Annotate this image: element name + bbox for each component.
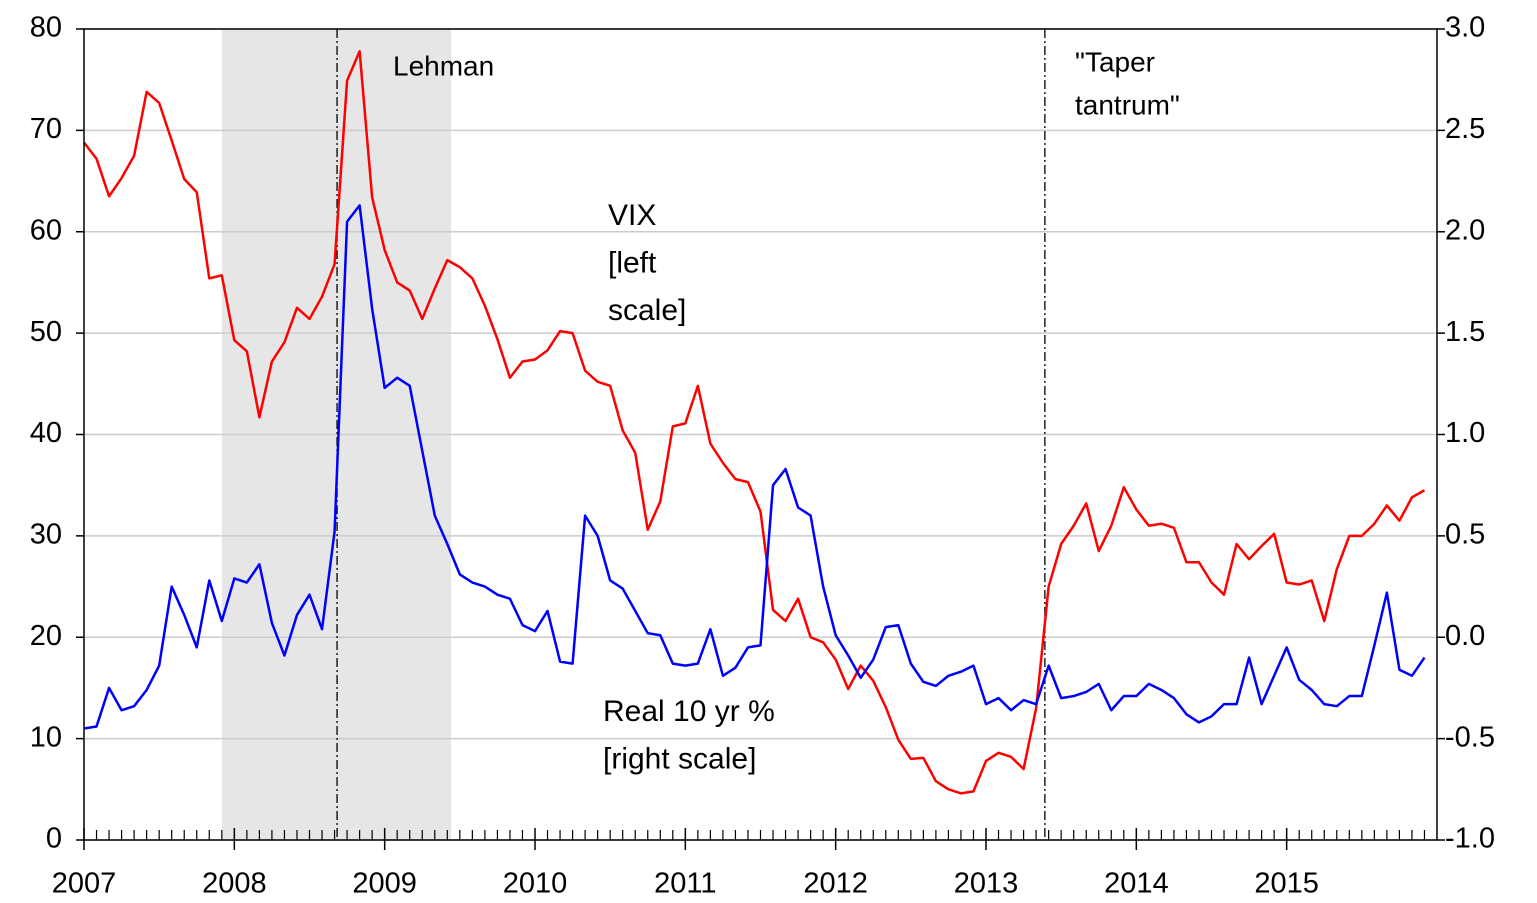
x-tick-label: 2010 (503, 868, 568, 900)
x-tick-label: 2012 (803, 868, 868, 900)
plot-frame (83, 28, 1438, 841)
y-tick-label: 20 (30, 620, 62, 652)
x-tick-label: 2008 (202, 868, 267, 900)
y2-tick-label: 1.0 (1445, 417, 1485, 449)
y-tick-label: 50 (30, 316, 62, 348)
x-tick-label: 2007 (52, 868, 117, 900)
y2-tick-label: 2.0 (1445, 214, 1485, 246)
x-tick-label: 2015 (1254, 868, 1319, 900)
y2-tick-label: 1.5 (1445, 316, 1485, 348)
y2-tick-label: 0.5 (1445, 519, 1485, 551)
y2-tick-label: 2.5 (1445, 113, 1485, 145)
y2-tick-label: -1.0 (1445, 823, 1495, 855)
series-line (83, 50, 1426, 795)
series-line (83, 204, 1426, 730)
event-label: tantrum" (1075, 89, 1180, 120)
y-tick-label: 10 (30, 721, 62, 753)
event-label: Lehman (393, 50, 494, 81)
y2-tick-label: 0.0 (1445, 620, 1485, 652)
y-tick-label: 70 (30, 113, 62, 145)
y-tick-label: 40 (30, 417, 62, 449)
y2-tick-label: 3.0 (1445, 12, 1485, 44)
y-tick-label: 0 (46, 823, 62, 855)
x-tick-label: 2013 (954, 868, 1019, 900)
y-tick-label: 80 (30, 12, 62, 44)
x-tick-label: 2011 (654, 868, 716, 900)
y-tick-label: 60 (30, 214, 62, 246)
series-label: [right scale] (603, 742, 756, 775)
y2-tick-label: -0.5 (1445, 721, 1495, 753)
x-tick-label: 2009 (352, 868, 417, 900)
event-label: "Taper (1075, 46, 1155, 77)
series-label: Real 10 yr % (603, 695, 775, 728)
series-label: scale] (608, 294, 686, 327)
series-label: [left (608, 246, 657, 279)
series-label: VIX (608, 199, 656, 232)
x-tick-label: 2014 (1104, 868, 1169, 900)
y-tick-label: 30 (30, 519, 62, 551)
